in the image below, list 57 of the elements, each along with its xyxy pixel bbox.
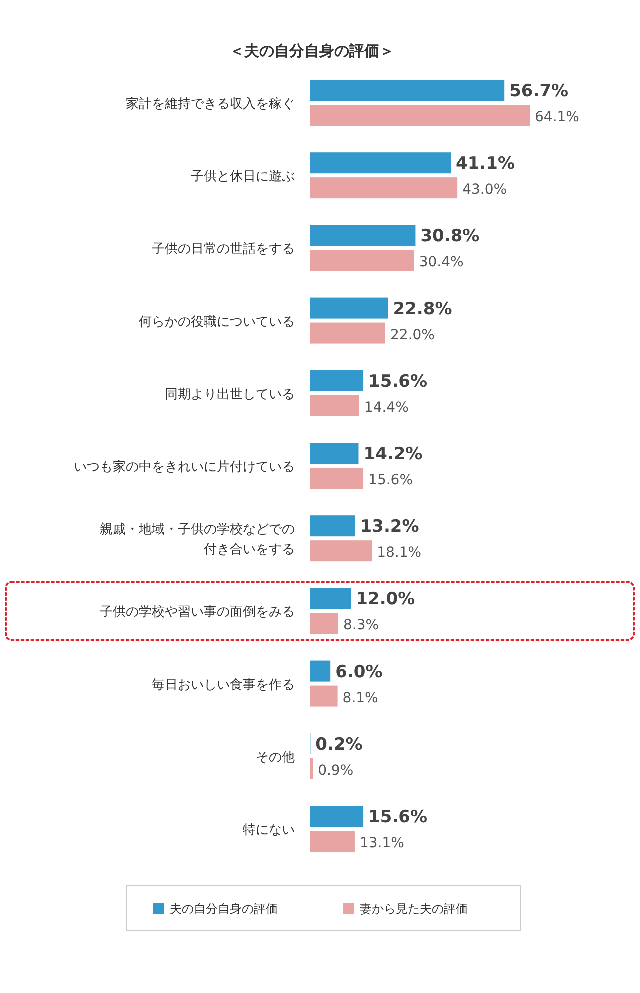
- bar: [310, 298, 388, 319]
- bar: [310, 831, 355, 852]
- bar: [310, 806, 364, 827]
- data-label: 22.0%: [390, 327, 435, 344]
- data-label: 6.0%: [336, 662, 383, 682]
- bar: [310, 660, 331, 682]
- data-label: 64.1%: [535, 110, 580, 126]
- data-label: 8.3%: [343, 618, 380, 634]
- bar: [310, 395, 360, 416]
- data-label: 15.6%: [368, 472, 414, 488]
- data-label: 12.0%: [356, 590, 416, 610]
- bar: [310, 443, 359, 464]
- y-tick-label: 家計を維持できる収入を稼ぐ: [126, 96, 295, 112]
- data-label: 14.4%: [364, 400, 409, 416]
- data-label: 15.6%: [368, 808, 428, 828]
- bar: [310, 588, 352, 610]
- data-label: 43.0%: [462, 182, 508, 198]
- bar: [310, 80, 505, 101]
- bar: [310, 322, 386, 344]
- data-label: 13.2%: [360, 517, 420, 538]
- y-tick-label: 子供の学校や習い事の面倒をみる: [100, 605, 295, 620]
- y-tick-label: 何らかの役職についている: [139, 314, 295, 330]
- bar: [310, 613, 338, 634]
- bar: [310, 105, 530, 126]
- y-tick-label: 親戚・地域・子供の学校などでの付き合いをする: [100, 522, 295, 558]
- y-tick-label: 子供の日常の世話をする: [152, 242, 295, 258]
- data-label: 41.1%: [456, 154, 516, 174]
- bar: [310, 540, 372, 562]
- bar: [310, 516, 356, 537]
- bar: [310, 686, 338, 707]
- bar: [310, 225, 416, 246]
- data-label: 14.2%: [364, 444, 423, 464]
- y-tick-label: 毎日おいしい食事を作る: [152, 678, 295, 693]
- bar: [310, 152, 452, 174]
- data-label: 0.2%: [316, 734, 363, 755]
- y-tick-label: 同期より出世している: [165, 387, 295, 402]
- legend-label: 夫の自分自身の評価: [170, 902, 278, 916]
- bar: [310, 468, 364, 489]
- y-tick-label: いつも家の中をきれいに片付けている: [74, 459, 295, 475]
- data-label: 30.4%: [419, 254, 464, 271]
- y-tick-label: その他: [256, 750, 295, 766]
- data-label: 8.1%: [342, 690, 378, 706]
- data-label: 0.9%: [318, 762, 354, 779]
- data-label: 15.6%: [368, 372, 428, 392]
- data-label: 13.1%: [360, 836, 404, 852]
- bar: [310, 758, 314, 780]
- chart-title: ＜夫の自分自身の評価＞: [230, 42, 394, 60]
- y-tick-label: 特にない: [243, 823, 295, 838]
- data-label: 18.1%: [377, 545, 422, 562]
- data-label: 22.8%: [393, 299, 452, 320]
- bar: [310, 250, 414, 272]
- bar: [310, 178, 458, 199]
- legend-label: 妻から見た夫の評価: [360, 902, 468, 916]
- bar: [310, 370, 364, 392]
- data-label: 56.7%: [510, 82, 569, 102]
- y-tick-label: 子供と休日に遊ぶ: [191, 170, 295, 185]
- data-label: 30.8%: [420, 226, 480, 247]
